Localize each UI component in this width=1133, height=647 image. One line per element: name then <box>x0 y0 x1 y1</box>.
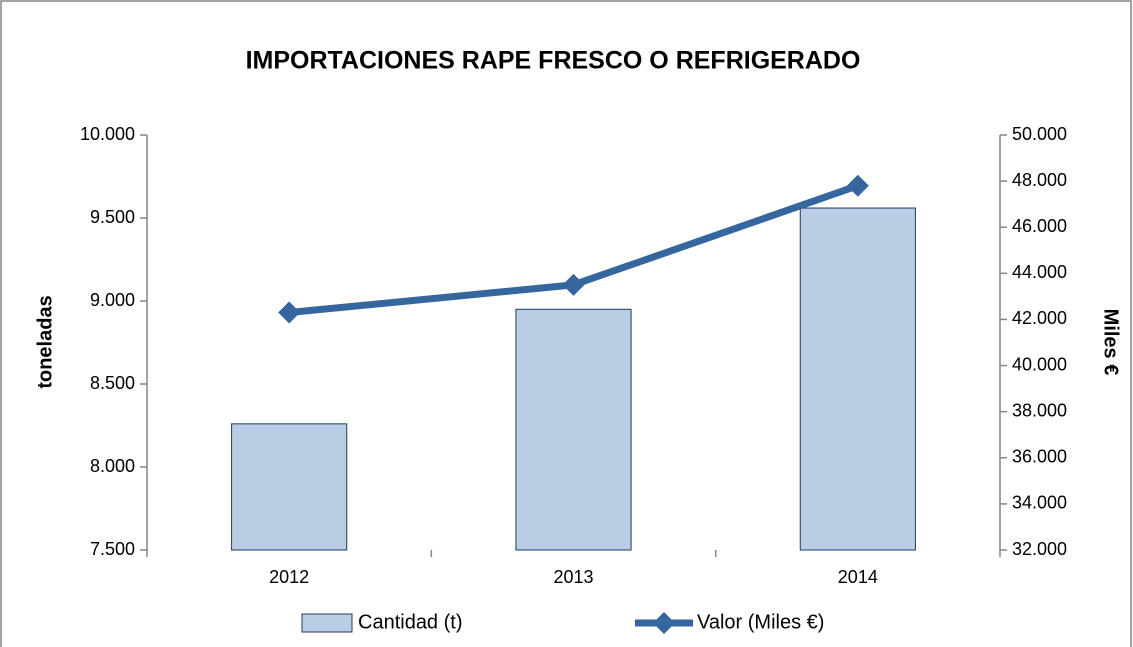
y2-tick-label: 40.000 <box>1012 354 1067 374</box>
bar <box>515 308 632 551</box>
marker <box>562 273 585 296</box>
chart-title: IMPORTACIONES RAPE FRESCO O REFRIGERADO <box>246 47 861 75</box>
bar <box>231 423 348 551</box>
y2-tick-label: 48.000 <box>1012 170 1067 190</box>
legend-swatch <box>301 613 353 633</box>
legend-label: Cantidad (t) <box>358 611 463 633</box>
y-tick-label: 8.000 <box>90 456 135 476</box>
y2-tick-label: 42.000 <box>1012 308 1067 328</box>
y-tick-label: 8.500 <box>90 373 135 393</box>
legend-label: Valor (Miles €) <box>697 611 824 633</box>
legend-marker <box>653 612 675 634</box>
y-tick-label: 9.000 <box>90 290 135 310</box>
y2-tick-label: 50.000 <box>1012 124 1067 144</box>
x-tick-label: 2013 <box>553 567 593 587</box>
marker <box>278 301 301 324</box>
y2-tick-label: 36.000 <box>1012 447 1067 467</box>
y2-tick-label: 32.000 <box>1012 539 1067 559</box>
y-tick-label: 9.500 <box>90 207 135 227</box>
y-tick-label: 7.500 <box>90 539 135 559</box>
y2-tick-label: 38.000 <box>1012 400 1067 420</box>
y-tick-label: 10.000 <box>80 124 135 144</box>
bar <box>799 207 916 551</box>
y2-axis-label: Miles € <box>1100 309 1122 376</box>
y2-tick-label: 46.000 <box>1012 216 1067 236</box>
x-tick-label: 2014 <box>838 567 878 587</box>
marker <box>846 174 869 197</box>
y2-tick-label: 34.000 <box>1012 493 1067 513</box>
y-axis-label: toneladas <box>34 295 56 388</box>
y2-tick-label: 44.000 <box>1012 262 1067 282</box>
x-tick-label: 2012 <box>269 567 309 587</box>
